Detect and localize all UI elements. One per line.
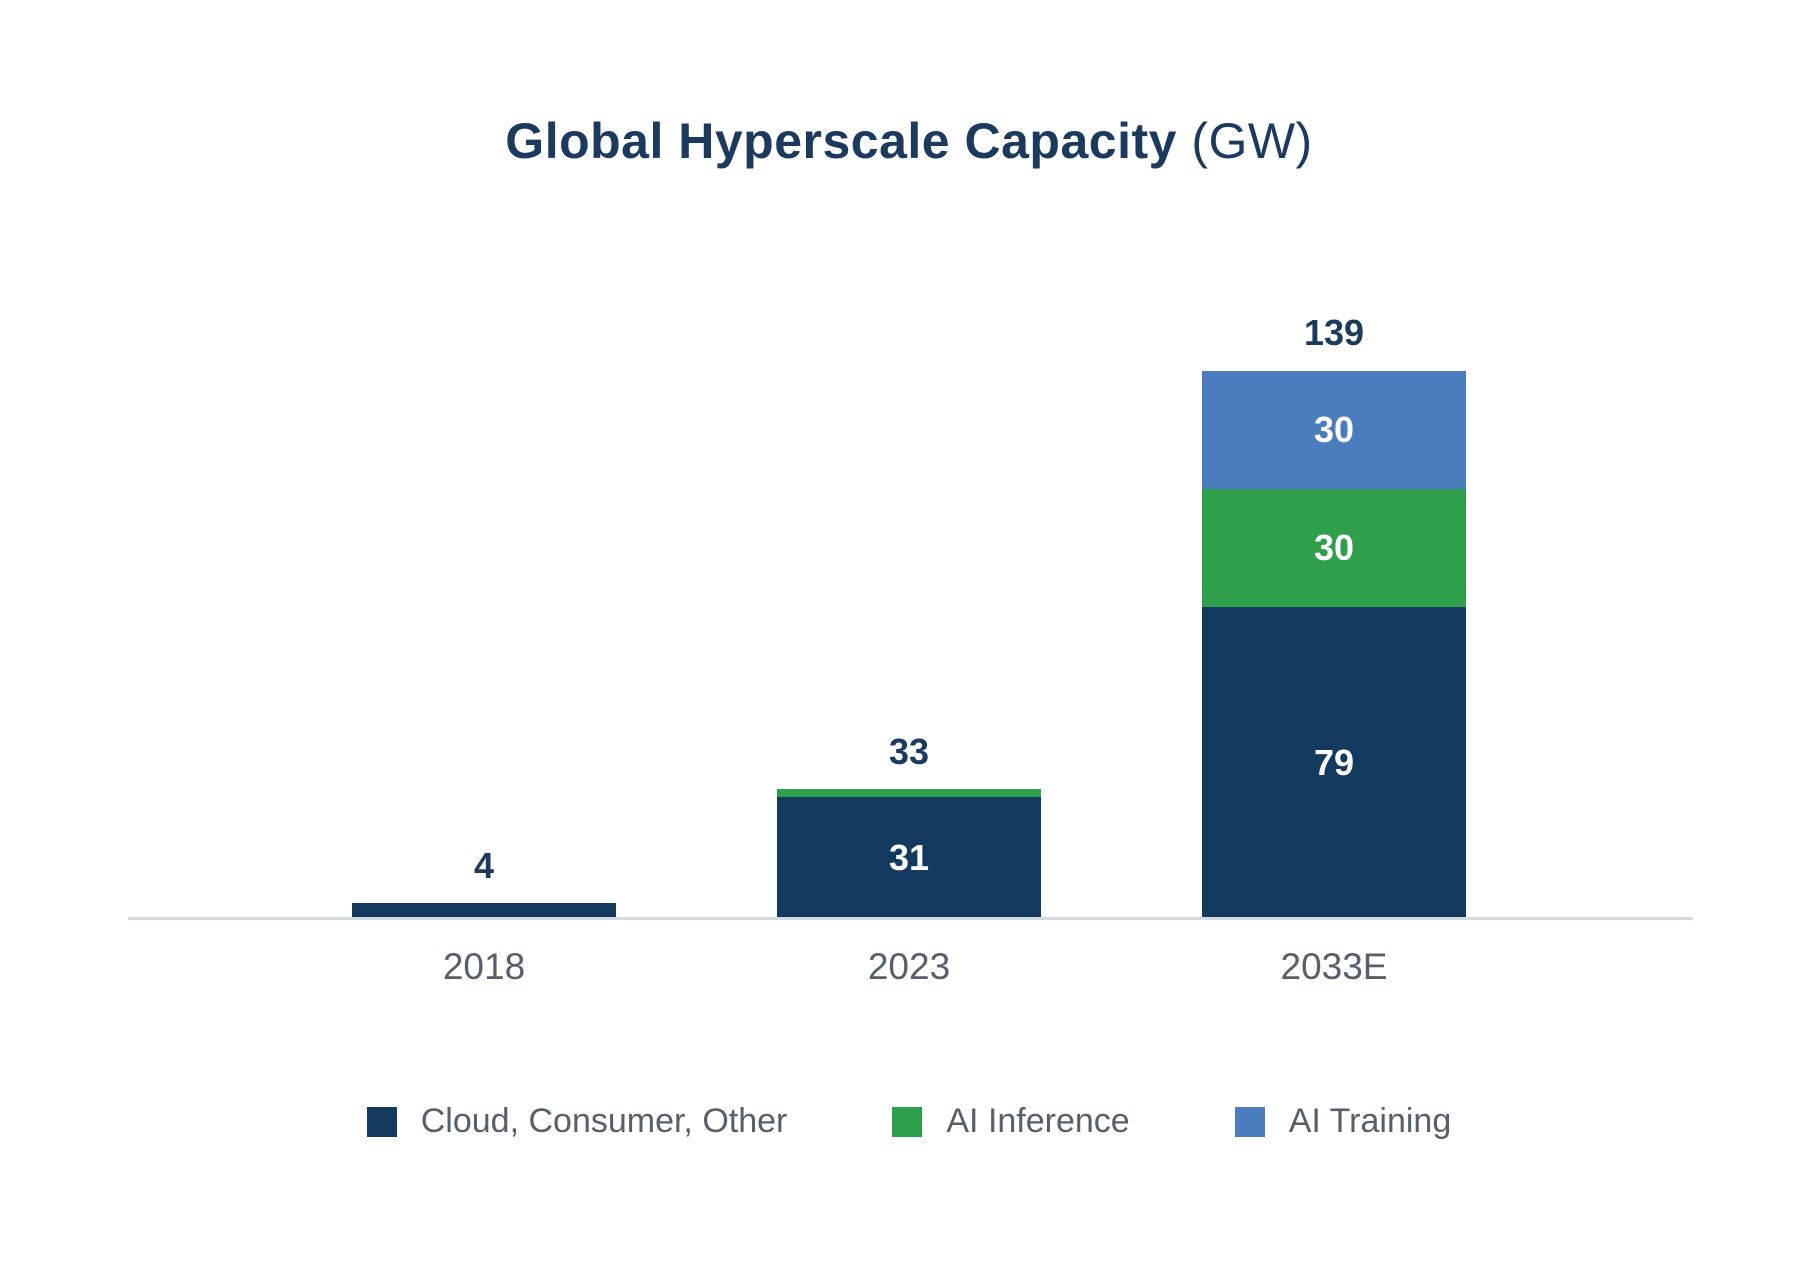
category-label-2023: 2023 xyxy=(867,946,951,987)
bar-2018-segment-cloud-consumer-other xyxy=(352,903,616,919)
chart-title-main: Global Hyperscale Capacity xyxy=(505,113,1177,169)
bar-2023: 31 xyxy=(777,789,1041,919)
bar-2033e: 79 30 30 xyxy=(1202,370,1466,919)
total-value-label-2033e: 139 xyxy=(1303,312,1365,353)
legend-swatch-ai-inference xyxy=(892,1106,923,1137)
total-value-label-2023: 33 xyxy=(888,731,930,772)
x-axis-line xyxy=(128,917,1693,920)
total-value-label-2018: 4 xyxy=(473,845,495,886)
legend-label-cloud-consumer-other: Cloud, Consumer, Other xyxy=(420,1102,788,1140)
segment-value-label: 79 xyxy=(1313,742,1355,783)
category-label-2018: 2018 xyxy=(442,946,526,987)
chart-title-unit: (GW) xyxy=(1176,113,1313,169)
bar-2023-segment-cloud-consumer-other: 31 xyxy=(777,797,1041,919)
category-label-2033e: 2033E xyxy=(1280,946,1388,987)
bar-2018 xyxy=(352,903,616,919)
segment-value-label: 31 xyxy=(888,837,930,878)
legend-item-ai-inference: AI Inference xyxy=(892,1102,1130,1141)
bar-2033e-segment-cloud-consumer-other: 79 xyxy=(1202,607,1466,919)
bar-2023-segment-ai-inference xyxy=(777,789,1041,797)
legend: Cloud, Consumer, Other AI Inference AI Tra… xyxy=(0,1102,1818,1141)
legend-swatch-cloud-consumer-other xyxy=(366,1106,397,1137)
legend-label-ai-inference: AI Inference xyxy=(946,1102,1130,1140)
legend-label-ai-training: AI Training xyxy=(1288,1102,1452,1140)
bar-2033e-segment-ai-inference: 30 xyxy=(1202,489,1466,607)
legend-swatch-ai-training xyxy=(1234,1106,1265,1137)
chart-title: Global Hyperscale Capacity (GW) xyxy=(0,112,1818,170)
bar-2033e-segment-ai-training: 30 xyxy=(1202,371,1466,489)
legend-item-ai-training: AI Training xyxy=(1234,1102,1452,1141)
segment-value-label: 30 xyxy=(1313,409,1355,450)
segment-value-label: 30 xyxy=(1313,527,1355,568)
legend-item-cloud-consumer-other: Cloud, Consumer, Other xyxy=(366,1102,788,1141)
